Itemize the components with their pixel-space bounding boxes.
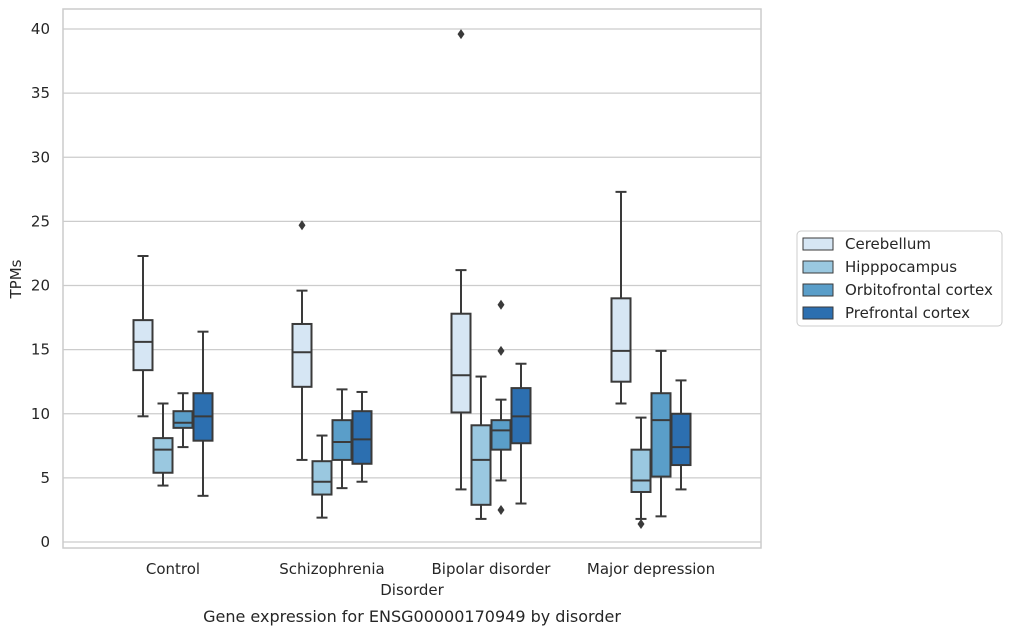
- box-0-2: [172, 392, 194, 449]
- iqr-box: [490, 419, 512, 451]
- legend-label: Hipppocampus: [845, 258, 957, 276]
- x-tick-labels: Control Schizophrenia Bipolar disorder Majo…: [146, 560, 715, 578]
- box-0-3: [192, 330, 214, 497]
- x-tick-label: Schizophrenia: [279, 560, 384, 578]
- legend-swatch: [802, 283, 834, 297]
- legend-swatch: [802, 260, 834, 274]
- x-tick-label: Major depression: [587, 560, 715, 578]
- iqr-box: [450, 312, 472, 414]
- box-1-1: [311, 434, 333, 519]
- y-tick-label: 40: [31, 20, 50, 38]
- y-tick-label: 25: [31, 212, 50, 230]
- outlier-point: [497, 345, 505, 356]
- legend: Cerebellum Hipppocampus Orbitofrontal cort…: [796, 230, 1003, 327]
- y-tick-label: 20: [31, 277, 50, 295]
- iqr-box: [311, 460, 333, 496]
- iqr-box: [291, 322, 313, 388]
- iqr-box: [670, 412, 692, 467]
- plot-area: 0 5 10 15 20 25 30 35 40 Control Schizophrenia Bip…: [31, 8, 762, 578]
- y-tick-labels: 0 5 10 15 20 25 30 35 40: [31, 20, 50, 551]
- iqr-box: [650, 392, 672, 478]
- x-axis-label: Disorder: [380, 581, 444, 599]
- chart-caption: Gene expression for ENSG00000170949 by d…: [203, 607, 621, 626]
- y-tick-label: 5: [40, 469, 50, 487]
- box-3-0: [610, 190, 632, 405]
- box-2-1: [470, 375, 492, 520]
- box-3-1: [630, 416, 652, 530]
- box-3-3: [670, 379, 692, 491]
- y-tick-label: 0: [40, 533, 50, 551]
- legend-label: Cerebellum: [845, 235, 931, 253]
- box-0-1: [152, 402, 174, 487]
- outlier-point: [497, 504, 505, 515]
- legend-frame: [796, 230, 1003, 327]
- y-tick-label: 15: [31, 341, 50, 359]
- box-1-2: [331, 388, 353, 490]
- outlier-point: [637, 519, 645, 530]
- box-2-3: [510, 362, 532, 505]
- y-tick-label: 10: [31, 405, 50, 423]
- outlier-point: [497, 299, 505, 310]
- iqr-box: [331, 419, 353, 461]
- iqr-box: [630, 448, 652, 493]
- box-groups: [132, 29, 692, 530]
- outlier-point: [457, 29, 465, 40]
- box-1-0: [291, 220, 313, 461]
- iqr-box: [172, 410, 194, 429]
- iqr-box: [152, 437, 174, 474]
- y-tick-label: 35: [31, 84, 50, 102]
- box-2-2: [490, 299, 512, 515]
- iqr-box: [610, 297, 632, 383]
- box-3-2: [650, 349, 672, 518]
- iqr-box: [132, 319, 154, 372]
- x-tick-label: Bipolar disorder: [432, 560, 552, 578]
- iqr-box: [470, 424, 492, 506]
- box-1-3: [351, 390, 373, 483]
- legend-swatch: [802, 237, 834, 251]
- y-gridlines: [63, 28, 761, 543]
- y-axis-label: TPMs: [7, 259, 25, 299]
- legend-label: Prefrontal cortex: [845, 304, 970, 322]
- iqr-box: [351, 410, 373, 465]
- legend-swatch: [802, 306, 834, 320]
- box-2-0: [450, 29, 472, 491]
- outlier-point: [298, 220, 306, 231]
- y-tick-label: 30: [31, 148, 50, 166]
- legend-label: Orbitofrontal cortex: [845, 281, 993, 299]
- box-0-0: [132, 255, 154, 418]
- x-tick-label: Control: [146, 560, 200, 578]
